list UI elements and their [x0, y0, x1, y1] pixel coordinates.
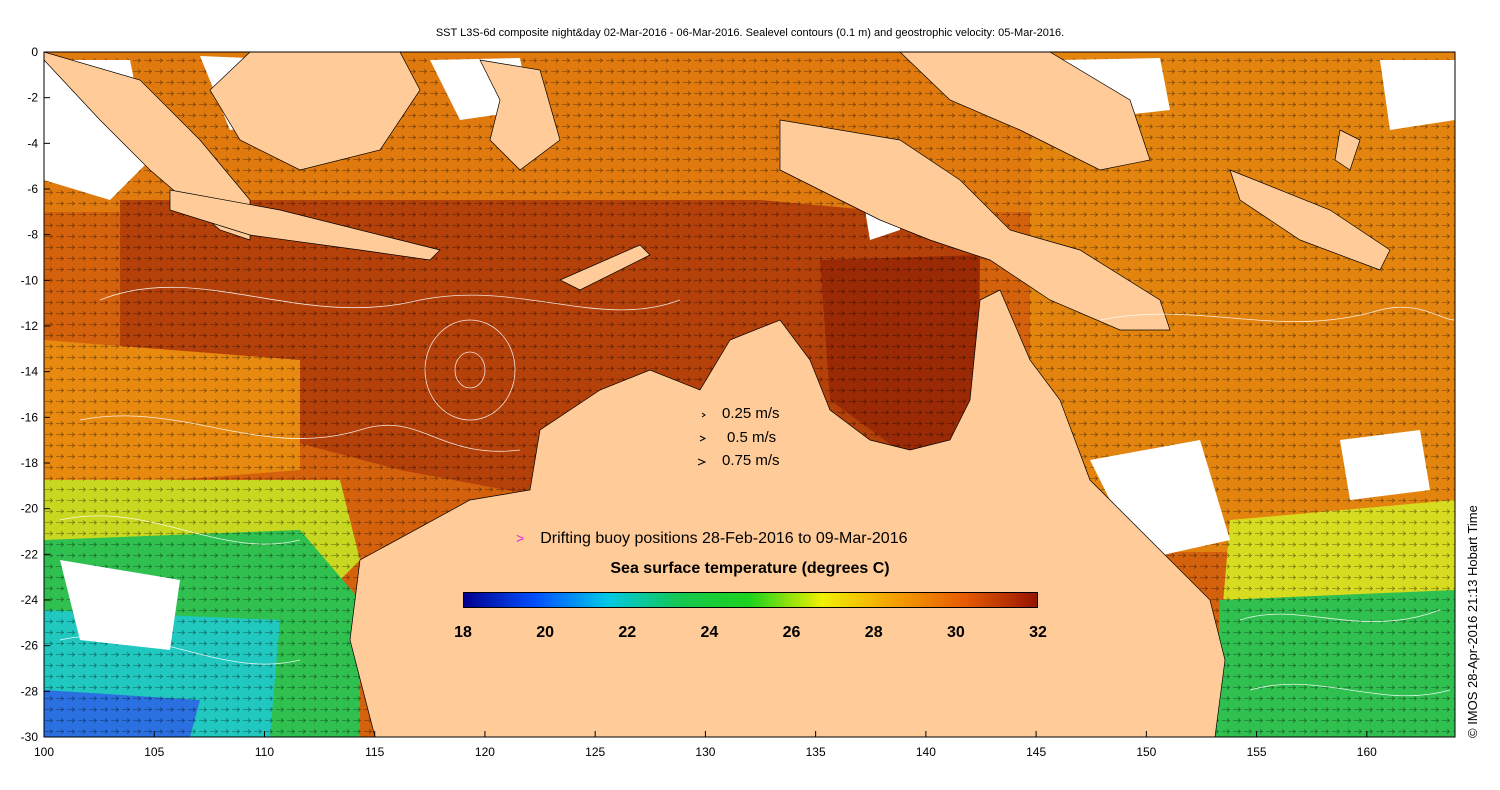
buoy-legend: > Drifting buoy positions 28-Feb-2016 to …	[516, 530, 908, 548]
lon-tick-label: 155	[1247, 745, 1267, 759]
lat-tick-label: -10	[21, 273, 39, 287]
lat-tick-label: -2	[27, 91, 38, 105]
lat-tick-label: 0	[31, 45, 38, 59]
colorbar-tick-label: 18	[454, 624, 472, 641]
lat-tick-label: -14	[21, 365, 39, 379]
lon-tick-label: 130	[695, 745, 715, 759]
lat-tick-label: -8	[27, 228, 38, 242]
lon-tick-label: 145	[1026, 745, 1046, 759]
longitude-axis: 100 105 110 115 120 125 130 135 140 145 150 155 160	[34, 731, 1377, 759]
lat-tick-label: -16	[21, 410, 39, 424]
buoy-marker-icon: >	[516, 530, 525, 546]
colorbar-tick-label: 24	[700, 624, 719, 641]
colorbar-tick-label: 22	[618, 624, 637, 641]
colorbar-tick-label: 28	[864, 624, 883, 641]
lat-tick-label: -6	[27, 182, 38, 196]
lat-tick-label: -18	[21, 456, 39, 470]
solomon-islands	[1229, 169, 1391, 271]
lat-tick-label: -12	[21, 319, 39, 333]
colorbar	[463, 592, 1038, 608]
lat-tick-label: -30	[21, 730, 39, 744]
lat-tick-label: -4	[27, 136, 38, 150]
velocity-label-05: 0.5 m/s	[727, 429, 777, 446]
lat-tick-label: -20	[21, 502, 39, 516]
colorbar-tick-label: 20	[536, 624, 555, 641]
lon-tick-label: 120	[475, 745, 495, 759]
velocity-arrow-05	[699, 435, 707, 442]
lon-tick-label: 135	[806, 745, 826, 759]
timor-land	[559, 244, 651, 291]
lat-tick-label: -22	[21, 547, 39, 561]
lon-tick-label: 110	[255, 745, 274, 759]
lat-tick-label: -28	[21, 684, 39, 698]
colorbar-tick-label: 30	[946, 624, 965, 641]
sealevel-contours	[59, 287, 1455, 697]
velocity-arrow-025	[701, 412, 706, 418]
lat-tick-label: -24	[21, 593, 39, 607]
lon-tick-label: 115	[365, 745, 384, 759]
page-title: SST L3S-6d composite night&day 02-Mar-20…	[435, 27, 1065, 39]
sulawesi-land	[479, 59, 561, 171]
lon-tick-label: 160	[1357, 745, 1377, 759]
lon-tick-label: 150	[1136, 745, 1156, 759]
land-masses	[44, 52, 1391, 737]
velocity-arrow-075	[697, 458, 707, 466]
australia-land	[349, 289, 1226, 737]
borneo-land	[209, 52, 421, 171]
velocity-label-025: 0.25 m/s	[722, 405, 780, 422]
velocity-legend-arrows	[697, 412, 707, 466]
latitude-axis: 0 -2 -4 -6 -8 -10 -12 -14 -16 -18 -20 -22 -24 -26 -28 -…	[21, 45, 50, 744]
new-guinea-land	[779, 119, 1171, 331]
lon-tick-label: 140	[916, 745, 936, 759]
buoy-legend-label: Drifting buoy positions 28-Feb-2016 to 0…	[540, 530, 908, 547]
colorbar-tick-label: 32	[1029, 624, 1047, 641]
lon-tick-label: 100	[34, 745, 54, 759]
colorbar-title: Sea surface temperature (degrees C)	[610, 560, 890, 577]
vanuatu-islands	[1334, 129, 1361, 171]
colorbar-tick-label: 26	[782, 624, 801, 641]
lat-tick-label: -26	[21, 639, 39, 653]
lon-tick-label: 105	[144, 745, 164, 759]
lon-tick-label: 125	[585, 745, 605, 759]
velocity-label-075: 0.75 m/s	[722, 452, 780, 469]
plot-frame	[43, 51, 1456, 738]
credit-text: © IMOS 28-Apr-2016 21:13 Hobart Time	[1465, 505, 1480, 738]
new-guinea-north	[899, 52, 1151, 171]
java-land	[169, 189, 441, 261]
